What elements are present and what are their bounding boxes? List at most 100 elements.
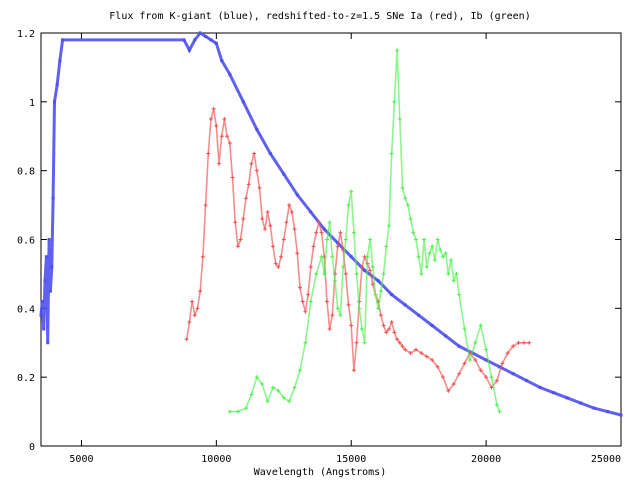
data-point [416,254,421,259]
data-point [241,100,245,104]
series-0 [39,31,623,417]
data-point [327,220,332,225]
data-point [484,375,489,380]
y-tick-label: 0.8 [17,167,35,178]
data-point [381,323,386,328]
series-line [185,108,530,393]
data-point [249,161,254,166]
data-point [260,216,265,221]
data-point [316,220,321,225]
x-tick-label: 25000 [591,454,621,465]
data-point [260,382,265,387]
data-point [395,48,400,53]
data-point [203,203,208,208]
data-point [397,117,402,122]
data-point [411,230,416,235]
data-point [390,293,394,297]
data-point [473,340,478,345]
x-axis-label: Wavelength (Angstroms) [254,467,386,478]
data-point [338,313,343,318]
data-point [225,134,230,139]
data-point [417,313,421,317]
data-point [198,289,203,294]
data-point [489,375,494,380]
data-point [265,209,270,214]
data-point [338,230,343,235]
data-point [516,340,521,345]
data-point [273,261,278,266]
data-point [322,271,327,276]
data-point [219,134,224,139]
data-point [435,364,440,369]
data-point [322,227,326,231]
data-point [214,123,219,128]
data-point [206,151,211,156]
data-point [254,375,259,380]
data-point [255,127,259,131]
data-point [384,330,389,335]
data-point [403,347,408,352]
data-point [419,271,424,276]
data-point [444,334,448,338]
y-tick-label: 0 [29,442,35,453]
data-point [451,382,456,387]
data-point [354,340,359,345]
data-point [198,31,202,35]
data-point [478,323,483,328]
y-tick-label: 1.2 [17,29,35,40]
data-point [446,271,451,276]
data-point [300,299,305,304]
data-point [565,396,569,400]
data-point [360,265,365,270]
data-point [405,203,410,208]
data-point [314,271,319,276]
data-point [244,196,249,201]
data-point [39,313,43,317]
data-point [324,237,329,242]
data-point [457,344,461,348]
series-line [39,31,622,417]
data-point [484,347,489,352]
data-point [200,254,205,259]
data-point [306,292,311,297]
y-tick-label: 0.4 [17,304,35,315]
data-point [51,196,55,200]
data-point [235,409,240,414]
data-point [335,306,340,311]
data-point [360,326,365,331]
data-point [254,168,259,173]
data-point [440,254,445,259]
data-point [408,216,413,221]
data-point [227,409,232,414]
data-point [349,189,354,194]
data-point [378,289,383,294]
data-point [262,227,267,232]
data-point [241,216,246,221]
x-tick-label: 5000 [69,454,93,465]
data-point [373,292,378,297]
data-point [346,203,351,208]
data-point [408,351,413,356]
data-point [276,388,281,393]
data-point [227,141,232,146]
data-point [284,220,289,225]
data-point [327,326,332,331]
data-point [370,265,375,270]
series-2 [227,48,502,414]
data-point [265,399,270,404]
chart-title: Flux from K-giant (blue), redshifted-to-… [109,11,530,22]
x-tick-label: 15000 [336,454,366,465]
data-point [389,320,394,325]
data-point [511,344,516,349]
data-point [357,306,362,311]
data-point [384,244,389,249]
data-point [44,255,48,259]
data-point [387,326,391,331]
data-point [392,99,397,104]
data-point [500,361,505,366]
data-point [606,410,610,414]
data-point [619,413,623,417]
x-tick-label: 20000 [471,454,501,465]
data-point [314,230,319,235]
data-point [214,41,218,45]
